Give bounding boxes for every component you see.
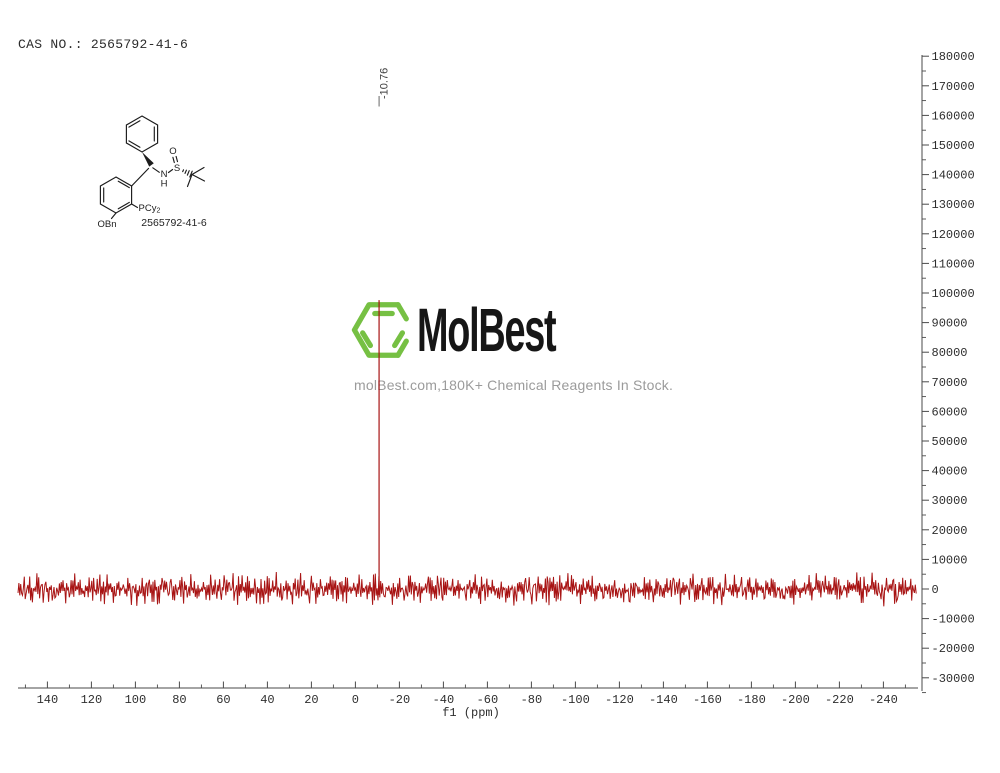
y-tick-label: 80000 (932, 346, 968, 360)
y-tick-label: 10000 (932, 553, 968, 567)
oxygen-label: O (169, 146, 176, 157)
x-tick-label: -160 (693, 693, 722, 707)
bond-ch-n (152, 167, 160, 173)
x-tick-label: -100 (561, 693, 590, 707)
bond-ring-obn (110, 212, 117, 220)
x-tick-label: 100 (125, 693, 147, 707)
x-tick-label: -80 (521, 693, 543, 707)
bond-n-s (167, 168, 174, 174)
y-tick-label: -30000 (932, 672, 975, 686)
nitrogen-label: N (161, 169, 168, 180)
y-tick-label: 170000 (932, 80, 975, 94)
x-axis: 140 120 100 80 60 40 20 0 -20 -40 -60 -80 -100 -120 -1… (18, 681, 918, 720)
x-tick-label: -40 (433, 693, 455, 707)
x-tick-label: 140 (37, 693, 59, 707)
y-tick-label: -20000 (932, 642, 975, 656)
x-tick-label: -120 (605, 693, 634, 707)
x-tick-label: 20 (304, 693, 318, 707)
logo-tagline: molBest.com,180K+ Chemical Reagents In S… (354, 377, 674, 393)
y-tick-label: 100000 (932, 287, 975, 301)
s-o-double-bond (172, 156, 175, 164)
wedge-bond (142, 152, 154, 167)
hashed-wedge-bond (182, 169, 193, 178)
y-tick-label: 150000 (932, 139, 975, 153)
y-tick-label: 160000 (932, 109, 975, 123)
y-tick-label: 140000 (932, 169, 975, 183)
y-tick-label: 50000 (932, 435, 968, 449)
y-tick-label: 40000 (932, 465, 968, 479)
y-tick-label: 90000 (932, 317, 968, 331)
x-tick-label: 0 (352, 693, 359, 707)
peak-label: -10.76 (379, 68, 391, 99)
tert-butyl-group (186, 166, 206, 188)
s-o-double-bond-2 (175, 155, 179, 163)
x-tick-label: -20 (389, 693, 411, 707)
x-axis-title: f1 (ppm) (442, 706, 500, 720)
bond-ring-pcy2 (131, 203, 139, 209)
x-tick-label: 80 (172, 693, 186, 707)
cas-number-line: CAS NO.: 2565792-41-6 (18, 37, 189, 52)
x-tick-label: 60 (216, 693, 230, 707)
bond-ch-ring (131, 167, 150, 187)
molecule-structure-drawing: N H S O PCy2 OBn (97, 115, 207, 230)
x-tick-label: -200 (781, 693, 810, 707)
y-tick-label: -10000 (932, 613, 975, 627)
y-tick-label: 0 (932, 583, 939, 597)
x-tick-label: 120 (81, 693, 103, 707)
y-tick-label: 130000 (932, 198, 975, 212)
y-tick-label: 180000 (932, 50, 975, 64)
y-tick-label: 110000 (932, 257, 975, 271)
y-tick-label: 120000 (932, 228, 975, 242)
y-tick-label: 20000 (932, 524, 968, 538)
sulfur-label: S (174, 163, 180, 174)
obn-label: OBn (97, 219, 116, 230)
y-axis: 180000 170000 160000 150000 140000 130000 1200… (921, 50, 975, 694)
x-tick-label: -240 (869, 693, 898, 707)
x-tick-label: 40 (260, 693, 274, 707)
structure-caption: 2565792-41-6 (141, 217, 207, 229)
nh-hydrogen-label: H (161, 179, 168, 190)
x-tick-label: -60 (477, 693, 499, 707)
x-tick-label: -180 (737, 693, 766, 707)
molbest-logo: MolBest (350, 297, 640, 363)
logo-wordmark: MolBest (417, 296, 557, 364)
x-tick-label: -140 (649, 693, 678, 707)
x-tick-label: -220 (825, 693, 854, 707)
pcy2-label: PCy2 (139, 203, 161, 215)
y-tick-label: 70000 (932, 376, 968, 390)
y-tick-label: 60000 (932, 405, 968, 419)
y-tick-label: 30000 (932, 494, 968, 508)
noise-trace (17, 571, 917, 607)
